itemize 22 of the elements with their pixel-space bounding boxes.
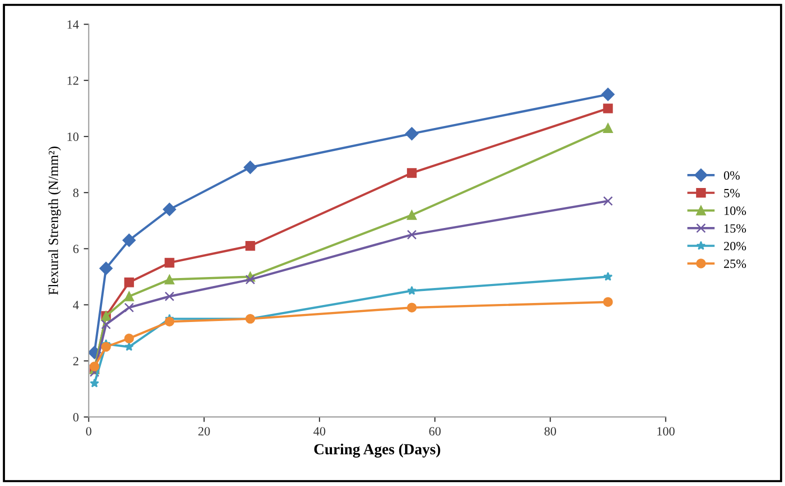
x-tick-label: 100 xyxy=(657,427,675,436)
x-tick-label: 80 xyxy=(544,427,556,436)
y-tick-label: 6 xyxy=(73,244,79,254)
x-tick-label: 0 xyxy=(86,427,92,436)
y-tick-label: 10 xyxy=(68,132,79,141)
y-tick-label: 0 xyxy=(73,413,79,422)
y-tick-label: 14 xyxy=(68,20,79,29)
y-tick-label: 2 xyxy=(73,356,78,366)
y-tick-label: 12 xyxy=(68,76,78,85)
legend-label: 5% xyxy=(724,188,740,198)
y-tick-label: 8 xyxy=(73,188,79,198)
x-tick-label: 20 xyxy=(198,427,210,436)
x-tick-label: 60 xyxy=(429,427,441,436)
y-axis-title: Flexural Strength (N/mm²) xyxy=(48,146,61,295)
legend-label: 20% xyxy=(724,242,746,250)
legend-label: 10% xyxy=(724,206,746,216)
x-tick-label: 40 xyxy=(313,427,326,436)
y-tick-label: 4 xyxy=(72,300,79,310)
legend-label: 0% xyxy=(724,171,740,180)
legend-label: 25% xyxy=(724,260,746,268)
legend-label: 15% xyxy=(724,224,746,233)
x-axis-title: Curing Ages (Days) xyxy=(314,444,440,458)
